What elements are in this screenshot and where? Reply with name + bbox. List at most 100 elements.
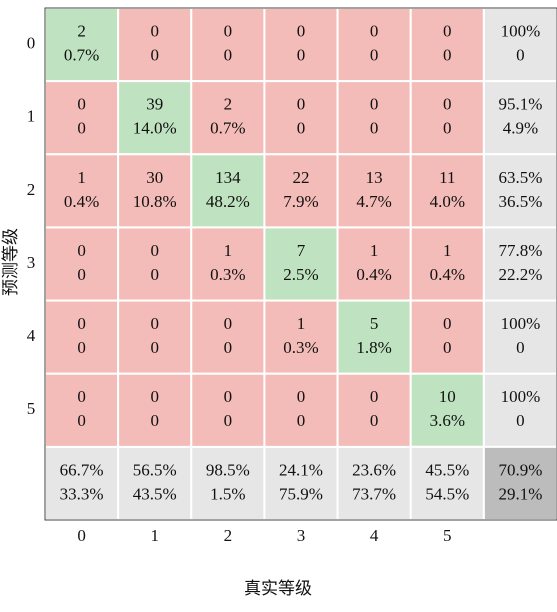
cell <box>190 80 266 156</box>
cell-percent: 0 <box>443 45 452 64</box>
cell-value: 100% <box>501 21 541 40</box>
cell-value: 0 <box>77 387 86 406</box>
cell-percent: 0 <box>224 45 233 64</box>
cell-percent: 0 <box>297 119 306 138</box>
matrix-border <box>44 7 557 521</box>
cell-value: 7 <box>297 241 306 260</box>
cell <box>44 226 120 302</box>
y-tick-label: 0 <box>27 33 36 52</box>
cell-percent: 10.8% <box>133 192 177 211</box>
cell-percent: 36.5% <box>498 192 542 211</box>
cell-percent: 0 <box>516 45 525 64</box>
x-tick-label: 4 <box>370 526 379 545</box>
cell-value: 23.6% <box>352 460 396 479</box>
cell <box>263 80 339 156</box>
cell-percent: 0 <box>77 411 86 430</box>
cell <box>117 153 193 229</box>
cell-percent: 0.7% <box>210 119 245 138</box>
cell-percent: 48.2% <box>206 192 250 211</box>
cell-value: 1 <box>443 241 452 260</box>
cell-value: 100% <box>501 314 541 333</box>
cell-percent: 0 <box>150 338 159 357</box>
y-tick-label: 2 <box>27 180 36 199</box>
cell-percent: 0 <box>224 338 233 357</box>
cell-percent: 33.3% <box>60 484 104 503</box>
cell-value: 24.1% <box>279 460 323 479</box>
cell-percent: 2.5% <box>283 265 318 284</box>
cell-percent: 43.5% <box>133 484 177 503</box>
cell-percent: 1.8% <box>356 338 391 357</box>
cell-value: 30 <box>146 168 163 187</box>
cell <box>336 226 412 302</box>
cell-value: 0 <box>370 21 379 40</box>
cell-percent: 0 <box>77 338 86 357</box>
cell-value: 0 <box>77 314 86 333</box>
cell-value: 0 <box>150 21 159 40</box>
cell <box>482 299 557 375</box>
cell-value: 22 <box>293 168 310 187</box>
cell <box>190 226 266 302</box>
cell-percent: 0 <box>516 411 525 430</box>
cell <box>44 153 120 229</box>
cell-value: 0 <box>224 387 233 406</box>
cell-percent: 0 <box>150 45 159 64</box>
cell-percent: 0 <box>224 411 233 430</box>
cell-percent: 0 <box>516 338 525 357</box>
cell-percent: 7.9% <box>283 192 318 211</box>
y-tick-label: 1 <box>27 107 36 126</box>
cell <box>409 7 485 83</box>
cell-value: 70.9% <box>498 460 542 479</box>
cell-value: 0 <box>224 314 233 333</box>
y-tick-label: 5 <box>27 399 36 418</box>
cell-percent: 0.3% <box>210 265 245 284</box>
cell-percent: 75.9% <box>279 484 323 503</box>
x-tick-label: 3 <box>297 526 306 545</box>
cell-percent: 0 <box>443 338 452 357</box>
cell-percent: 0.4% <box>430 265 465 284</box>
cell <box>190 153 266 229</box>
cell-percent: 0 <box>370 411 379 430</box>
cell-value: 66.7% <box>60 460 104 479</box>
cell-percent: 0 <box>150 265 159 284</box>
y-axis-label: 预测等级 <box>1 228 20 296</box>
cell-value: 77.8% <box>498 241 542 260</box>
cell-percent: 3.6% <box>430 411 465 430</box>
cell-value: 134 <box>215 168 241 187</box>
cell-percent: 1.5% <box>210 484 245 503</box>
cell-value: 0 <box>150 241 159 260</box>
cell <box>44 372 120 448</box>
cell-percent: 4.7% <box>356 192 391 211</box>
cell <box>409 153 485 229</box>
cell-percent: 0 <box>77 265 86 284</box>
cell <box>336 372 412 448</box>
x-tick-label: 0 <box>77 526 86 545</box>
x-tick-label: 2 <box>224 526 233 545</box>
cell-value: 0 <box>77 241 86 260</box>
cell-value: 0 <box>150 314 159 333</box>
cell-percent: 29.1% <box>498 484 542 503</box>
cell-percent: 0 <box>150 411 159 430</box>
cell-value: 10 <box>439 387 456 406</box>
cell-percent: 0.4% <box>64 192 99 211</box>
y-tick-label: 4 <box>27 326 36 345</box>
cell-value: 0 <box>443 95 452 114</box>
cell-value: 0 <box>370 387 379 406</box>
cell-percent: 0.4% <box>356 265 391 284</box>
cell-value: 56.5% <box>133 460 177 479</box>
x-axis-label: 真实等级 <box>244 579 312 598</box>
cell-percent: 4.9% <box>503 119 538 138</box>
cell <box>336 153 412 229</box>
cell-value: 0 <box>77 95 86 114</box>
cell-percent: 73.7% <box>352 484 396 503</box>
cell <box>409 226 485 302</box>
cell <box>482 153 557 229</box>
cell <box>482 445 557 522</box>
cell-percent: 0 <box>297 411 306 430</box>
cell-value: 45.5% <box>425 460 469 479</box>
cell-percent: 0 <box>370 45 379 64</box>
cell <box>482 226 557 302</box>
cell-percent: 22.2% <box>498 265 542 284</box>
cell-percent: 0 <box>443 119 452 138</box>
cell-percent: 14.0% <box>133 119 177 138</box>
